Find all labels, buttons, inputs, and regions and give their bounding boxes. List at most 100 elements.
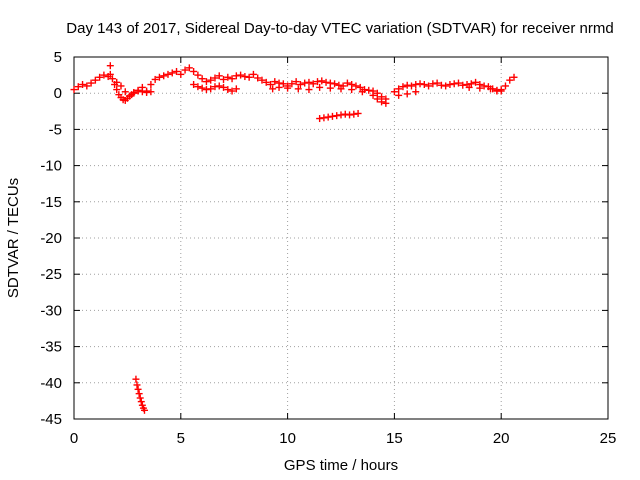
data-point	[249, 70, 257, 78]
data-point	[113, 86, 121, 94]
data-point	[138, 88, 146, 96]
data-point	[194, 71, 202, 79]
data-point	[343, 79, 351, 87]
y-tick-label: 0	[54, 85, 62, 102]
data-point	[373, 95, 381, 103]
data-point	[198, 75, 206, 83]
data-point	[378, 98, 386, 106]
data-point	[288, 80, 296, 88]
data-point	[160, 72, 168, 80]
data-point	[173, 67, 181, 75]
data-point	[134, 385, 142, 393]
data-point	[108, 75, 116, 83]
axis-ticks	[73, 56, 609, 420]
data-point	[117, 82, 125, 90]
data-point	[316, 115, 324, 123]
data-point	[320, 114, 328, 122]
y-axis-label: SDTVAR / TECUs	[5, 178, 22, 298]
data-point	[140, 406, 148, 414]
data-point	[487, 85, 495, 93]
data-point	[106, 70, 114, 78]
data-point	[454, 79, 462, 87]
data-point	[403, 81, 411, 89]
data-point	[296, 81, 304, 89]
y-tick-label: -30	[40, 302, 62, 319]
data-point	[318, 77, 326, 85]
data-points	[70, 62, 518, 414]
data-point	[341, 110, 349, 118]
data-point	[70, 86, 78, 94]
data-point	[91, 76, 99, 84]
data-point	[130, 89, 138, 97]
data-point	[177, 70, 185, 78]
data-point	[155, 73, 163, 81]
data-point	[337, 85, 345, 93]
data-point	[354, 109, 362, 117]
data-point	[506, 76, 514, 84]
data-point	[181, 66, 189, 74]
data-point	[420, 81, 428, 89]
data-point	[337, 111, 345, 119]
data-point	[294, 85, 302, 93]
data-point	[390, 88, 398, 96]
data-point	[395, 91, 403, 99]
data-point	[164, 70, 172, 78]
data-point	[442, 82, 450, 90]
x-axis-label: GPS time / hours	[284, 457, 398, 474]
data-point	[232, 85, 240, 93]
x-tick-label: 25	[600, 430, 617, 447]
data-point	[136, 394, 144, 402]
data-point	[275, 83, 283, 91]
data-point	[429, 80, 437, 88]
data-point	[147, 81, 155, 89]
data-point	[220, 83, 228, 91]
data-point	[314, 78, 322, 86]
data-point	[399, 83, 407, 91]
data-point	[224, 73, 232, 81]
y-tick-labels: 5 0 -5 -10 -15 -20 -25 -30 -35 -40 -45	[40, 49, 62, 428]
x-tick-label: 20	[493, 430, 510, 447]
data-point	[168, 69, 176, 77]
data-point	[292, 78, 300, 86]
data-point	[258, 76, 266, 84]
y-tick-label: -10	[40, 158, 62, 175]
data-point	[279, 80, 287, 88]
data-point	[324, 113, 332, 121]
y-tick-label: -20	[40, 230, 62, 247]
data-point	[510, 73, 518, 81]
data-point	[211, 83, 219, 91]
data-point	[100, 71, 108, 79]
data-point	[326, 84, 334, 92]
data-point	[501, 82, 509, 90]
data-point	[271, 78, 279, 86]
y-tick-label: -40	[40, 375, 62, 392]
data-point	[335, 81, 343, 89]
data-point	[331, 80, 339, 88]
y-tick-label: -45	[40, 411, 62, 428]
data-point	[322, 78, 330, 86]
data-point	[132, 375, 140, 383]
data-point	[121, 88, 129, 96]
data-point	[412, 88, 420, 96]
data-point	[211, 74, 219, 82]
data-point	[228, 75, 236, 83]
data-point	[350, 110, 358, 118]
data-point	[135, 390, 143, 398]
data-point	[476, 84, 484, 92]
data-point	[433, 79, 441, 87]
data-point	[215, 72, 223, 80]
data-point	[412, 81, 420, 89]
data-point	[267, 81, 275, 89]
data-point	[202, 78, 210, 86]
data-point	[190, 81, 198, 89]
data-point	[301, 79, 309, 87]
data-point	[316, 83, 324, 91]
data-point	[407, 82, 415, 90]
data-point	[352, 82, 360, 90]
data-point	[134, 87, 142, 95]
data-point	[358, 88, 366, 96]
data-point	[333, 112, 341, 120]
data-point	[254, 74, 262, 82]
data-point	[346, 111, 354, 119]
